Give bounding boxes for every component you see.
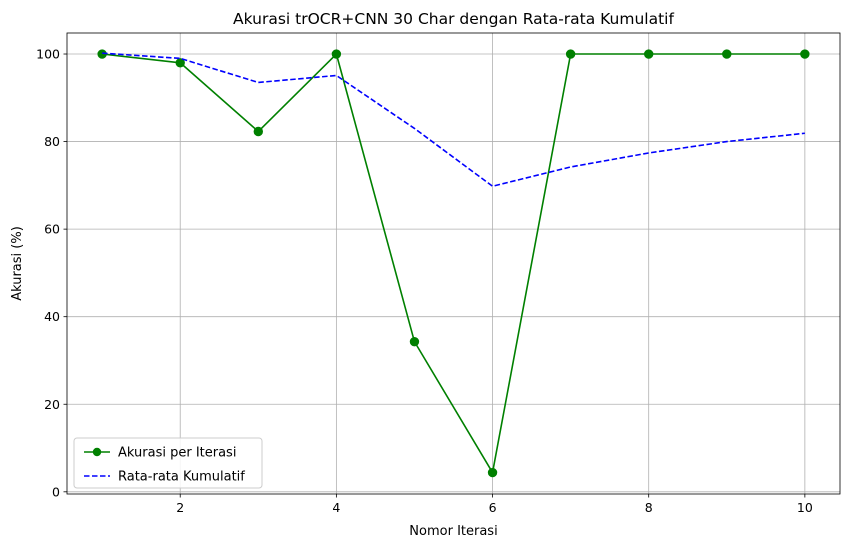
data-point — [722, 49, 732, 59]
legend-swatch-marker — [92, 447, 102, 457]
y-tick-label: 80 — [44, 134, 60, 149]
x-tick-label: 4 — [332, 500, 340, 515]
data-point — [409, 336, 420, 347]
data-point — [565, 49, 576, 59]
data-point — [800, 49, 810, 59]
legend-label: Akurasi per Iterasi — [118, 446, 236, 461]
chart-title: Akurasi trOCR+CNN 30 Char dengan Rata-ra… — [233, 10, 674, 28]
legend: Akurasi per Iterasi Rata-rata Kumulatif — [73, 437, 263, 489]
y-axis-label: Akurasi (%) — [10, 226, 25, 301]
series-layer — [97, 49, 810, 478]
data-point — [253, 126, 263, 137]
x-tick-label: 8 — [645, 500, 653, 515]
y-tick-label: 60 — [44, 222, 60, 237]
data-point — [175, 58, 185, 68]
x-tick-label: 2 — [176, 500, 184, 515]
y-tick-label: 40 — [44, 309, 60, 324]
data-point — [331, 49, 342, 59]
x-axis-label: Nomor Iterasi — [409, 524, 497, 539]
y-tick-label: 20 — [44, 397, 60, 412]
series-line-2 — [102, 52, 805, 188]
legend-box — [73, 437, 263, 489]
x-tick-label: 10 — [797, 500, 813, 515]
y-tick-label: 100 — [36, 47, 60, 62]
legend-label: Rata-rata Kumulatif — [118, 470, 245, 485]
y-tick-label: 0 — [52, 484, 60, 499]
data-point — [487, 467, 498, 478]
plot-frame — [66, 32, 841, 495]
data-point — [644, 49, 654, 59]
series-line-1 — [102, 53, 805, 474]
x-tick-label: 6 — [489, 500, 497, 515]
